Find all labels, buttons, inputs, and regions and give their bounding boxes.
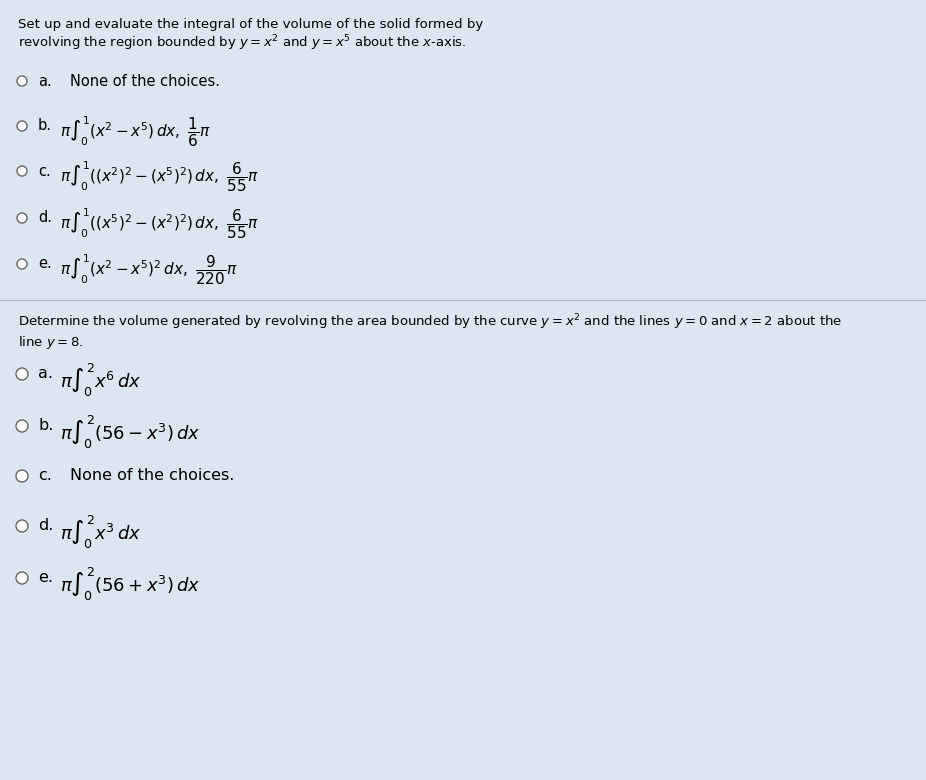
Circle shape — [17, 121, 27, 131]
Text: None of the choices.: None of the choices. — [70, 73, 220, 88]
Circle shape — [16, 572, 28, 584]
Circle shape — [17, 76, 27, 86]
FancyBboxPatch shape — [8, 10, 472, 292]
Circle shape — [17, 166, 27, 176]
Text: c.: c. — [38, 164, 51, 179]
Text: $\pi\int_0^{2}(56 - x^3)\,dx$: $\pi\int_0^{2}(56 - x^3)\,dx$ — [60, 413, 201, 451]
Text: e.: e. — [38, 570, 53, 586]
Text: $\pi\int_0^{2} x^3\,dx$: $\pi\int_0^{2} x^3\,dx$ — [60, 513, 142, 551]
Text: None of the choices.: None of the choices. — [70, 469, 234, 484]
Text: d.: d. — [38, 519, 54, 534]
Text: a.: a. — [38, 73, 52, 88]
Text: $\pi\int_0^{1}((x^5)^2 - (x^2)^2)\,dx,\ \dfrac{6}{55}\pi$: $\pi\int_0^{1}((x^5)^2 - (x^2)^2)\,dx,\ … — [60, 207, 259, 241]
Circle shape — [17, 259, 27, 269]
FancyBboxPatch shape — [8, 310, 926, 772]
Text: $\pi\int_0^{1}(x^2 - x^5)^2\,dx,\ \dfrac{9}{220}\pi$: $\pi\int_0^{1}(x^2 - x^5)^2\,dx,\ \dfrac… — [60, 253, 238, 287]
Text: c.: c. — [38, 469, 52, 484]
Text: $\pi\int_0^{1}((x^2)^2 - (x^5)^2)\,dx,\ \dfrac{6}{55}\pi$: $\pi\int_0^{1}((x^2)^2 - (x^5)^2)\,dx,\ … — [60, 160, 259, 194]
Circle shape — [16, 470, 28, 482]
Circle shape — [16, 420, 28, 432]
Text: $\pi\int_0^{2} x^6\,dx$: $\pi\int_0^{2} x^6\,dx$ — [60, 361, 142, 399]
Text: b.: b. — [38, 419, 54, 434]
Circle shape — [17, 213, 27, 223]
Text: b.: b. — [38, 119, 52, 133]
Text: $\pi\int_0^{2}(56 + x^3)\,dx$: $\pi\int_0^{2}(56 + x^3)\,dx$ — [60, 566, 201, 602]
Circle shape — [16, 368, 28, 380]
Text: a.: a. — [38, 367, 53, 381]
Text: d.: d. — [38, 211, 52, 225]
Text: e.: e. — [38, 257, 52, 271]
Text: Determine the volume generated by revolving the area bounded by the curve $y = x: Determine the volume generated by revolv… — [18, 312, 842, 351]
Circle shape — [16, 520, 28, 532]
Text: $\pi\int_0^{1}(x^2 - x^5)\,dx,\ \dfrac{1}{6}\pi$: $\pi\int_0^{1}(x^2 - x^5)\,dx,\ \dfrac{1… — [60, 115, 211, 150]
Text: Set up and evaluate the integral of the volume of the solid formed by
revolving : Set up and evaluate the integral of the … — [18, 18, 483, 53]
